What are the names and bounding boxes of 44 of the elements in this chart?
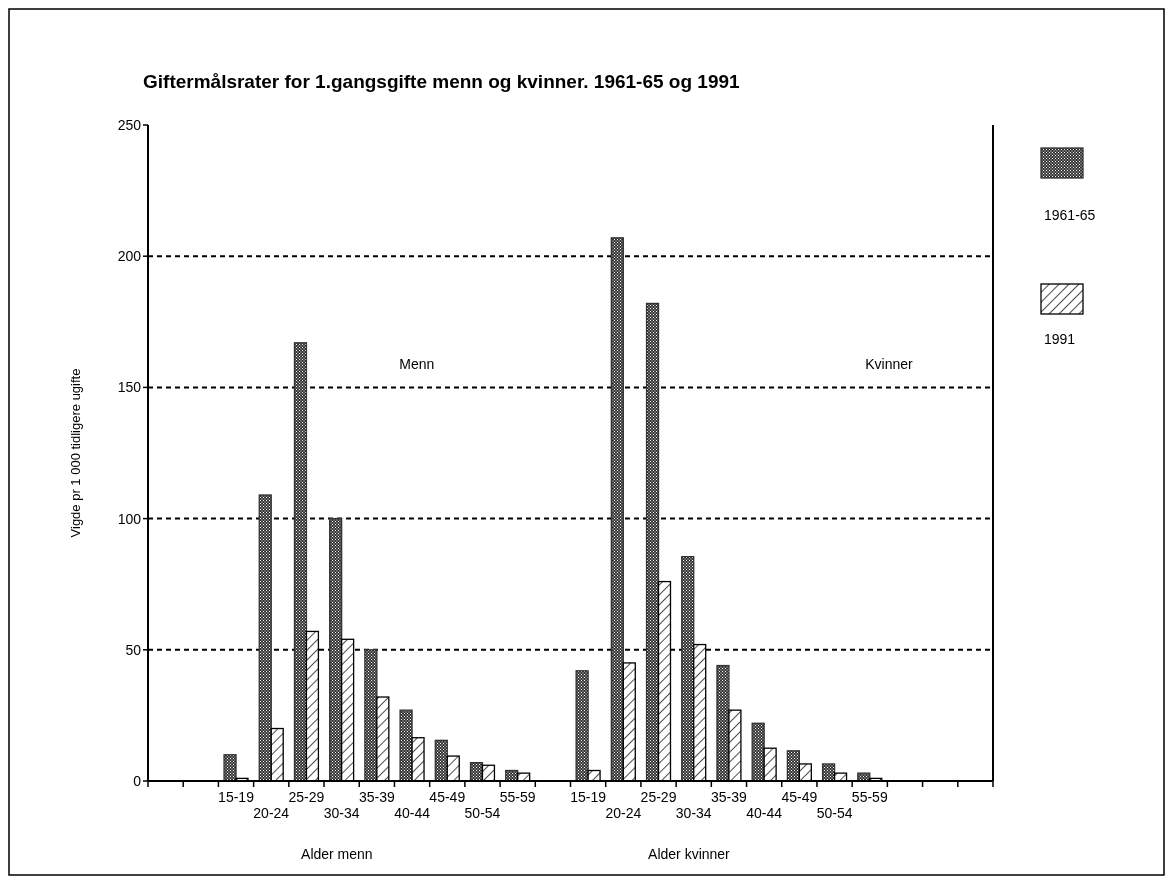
y-axis-title: Vigde pr 1 000 tidligere ugifte: [68, 368, 83, 538]
x-tick-label: 40-44: [394, 805, 431, 821]
x-tick-label: 50-54: [464, 805, 501, 821]
x-tick-label: 45-49: [429, 789, 466, 805]
chart-title: Giftermålsrater for 1.gangsgifte menn og kvinner. 1961-65 og 1991: [143, 71, 741, 92]
y-tick-label: 250: [117, 116, 142, 133]
bar: [716, 664, 730, 782]
x-tick-label: 20-24: [253, 805, 290, 821]
text: 1991: [1044, 331, 1076, 347]
x-tick-label: 15-19: [218, 789, 255, 805]
x-tick-label: 20-24: [605, 805, 642, 821]
x-tick-label: 35-39: [358, 789, 395, 805]
y-tick-label: 150: [117, 379, 142, 396]
x-tick-label: 50-54: [816, 805, 853, 821]
bar: [329, 517, 343, 782]
x-tick-label: 55-59: [851, 789, 888, 805]
bar: [645, 302, 660, 782]
annotation: Kvinner: [865, 356, 914, 373]
bar: [364, 649, 378, 782]
x-tick-label: 55-59: [499, 789, 536, 805]
text: 1961-65: [1044, 207, 1096, 223]
x-tick-label: 30-34: [675, 805, 712, 821]
bar: [399, 709, 413, 782]
x-tick-label: 15-19: [570, 789, 607, 805]
x-tick-label: 25-29: [288, 789, 325, 805]
annotation: Menn: [399, 356, 435, 373]
x-tick-label: 35-39: [711, 789, 748, 805]
y-tick-label: 100: [117, 510, 142, 527]
bar: [293, 342, 308, 782]
bar: [681, 556, 695, 782]
bar: [258, 494, 272, 782]
bar: [223, 754, 237, 782]
text: Alder menn: [301, 846, 373, 862]
y-tick-label: 200: [117, 248, 142, 265]
x-tick-label: 40-44: [746, 805, 783, 821]
y-tick-label: 50: [125, 641, 142, 658]
bar: [575, 670, 589, 782]
y-tick-label: 0: [133, 772, 142, 789]
bar: [610, 237, 624, 782]
x-tick-label: 25-29: [640, 789, 677, 805]
x-tick-label: 45-49: [781, 789, 818, 805]
bar: [786, 750, 800, 782]
x-tick-label: 30-34: [323, 805, 360, 821]
text: Alder kvinner: [648, 846, 731, 862]
